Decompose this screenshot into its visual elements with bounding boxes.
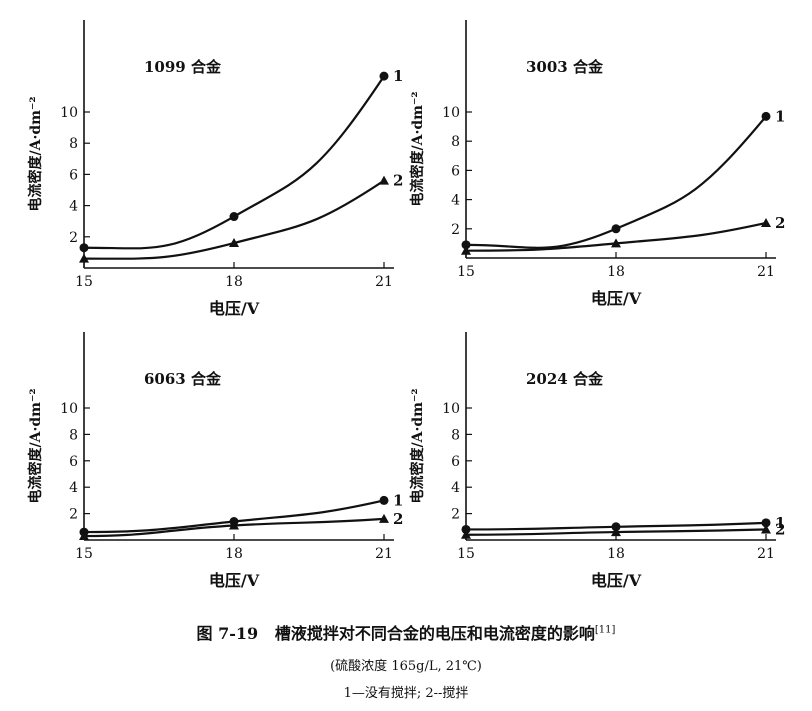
series-1-line — [83, 75, 385, 250]
series-1-point — [761, 111, 771, 121]
x-tick-label: 15 — [457, 546, 475, 562]
series-2-point — [379, 513, 389, 523]
figure-caption-title: 图 7-19 槽液搅拌对不同合金的电压和电流密度的影响[11] — [0, 620, 812, 644]
y-tick-label: 2 — [451, 507, 460, 523]
x-tick-label: 15 — [75, 546, 93, 562]
series-2-point — [761, 217, 771, 227]
y-tick-label: 2 — [69, 230, 78, 246]
series-2-label: 2 — [393, 510, 403, 528]
x-tick-label: 18 — [607, 264, 625, 280]
figure-reference: [11] — [594, 624, 616, 636]
y-tick-label: 2 — [451, 222, 460, 238]
y-axis-label: 电流密度/A·dm⁻² — [409, 92, 426, 207]
panel-title: 2024 合金 — [526, 370, 604, 388]
x-axis-label: 电压/V — [591, 571, 642, 590]
x-axis-label: 电压/V — [209, 299, 260, 318]
series-1-point — [461, 524, 471, 534]
x-tick-label: 15 — [75, 274, 93, 290]
series-2-point — [79, 531, 89, 541]
x-axis-label: 电压/V — [591, 289, 642, 308]
panel-title: 1099 合金 — [144, 58, 222, 76]
panel-title: 3003 合金 — [526, 58, 604, 76]
y-tick-label: 8 — [69, 136, 78, 152]
y-tick-label: 6 — [451, 163, 460, 179]
figure-title: 槽液搅拌对不同合金的电压和电流密度的影响 — [274, 624, 595, 643]
panel-title: 6063 合金 — [144, 370, 222, 388]
x-tick-label: 18 — [225, 546, 243, 562]
x-tick-label: 21 — [375, 546, 393, 562]
series-1-point — [611, 522, 621, 532]
x-tick-label: 21 — [375, 274, 393, 290]
y-tick-label: 10 — [60, 105, 78, 121]
chart-panel-3003: 2 4 6 8 10 15 18 21 电压/V 电流密度/A·dm⁻² 3003 合金 1 2 — [409, 20, 785, 308]
y-tick-label: 2 — [69, 507, 78, 523]
x-axis-label: 电压/V — [209, 571, 260, 590]
y-tick-label: 4 — [451, 193, 460, 209]
series-2-label: 2 — [775, 214, 785, 232]
y-tick-label: 4 — [69, 480, 78, 496]
series-1-label: 1 — [775, 107, 785, 125]
y-tick-label: 10 — [60, 401, 78, 417]
x-tick-label: 18 — [607, 546, 625, 562]
y-tick-label: 10 — [442, 105, 460, 121]
series-1-point — [379, 495, 389, 505]
y-tick-label: 4 — [69, 199, 78, 215]
y-tick-label: 6 — [69, 454, 78, 470]
series-2-label: 2 — [775, 520, 785, 538]
y-tick-label: 8 — [69, 427, 78, 443]
series-1-point — [461, 240, 471, 250]
series-2-point — [611, 527, 621, 537]
y-axis-label: 电流密度/A·dm⁻² — [27, 389, 44, 504]
series-2-point — [611, 238, 621, 248]
series-1-point — [79, 243, 89, 253]
series-2-label: 2 — [393, 172, 403, 190]
series-2-point — [79, 253, 89, 263]
series-2-point — [379, 175, 389, 185]
x-tick-label: 21 — [757, 546, 775, 562]
series-2-point — [461, 529, 471, 539]
series-1-point — [761, 518, 771, 528]
y-tick-label: 6 — [451, 454, 460, 470]
series-1-label: 1 — [393, 67, 403, 85]
figure-number: 图 7-19 — [196, 624, 259, 643]
chart-panel-1099: 2 4 6 8 10 15 18 21 电压/V 电流密度/A·dm⁻² 1099 合金 1 2 — [27, 20, 403, 318]
y-axis-label: 电流密度/A·dm⁻² — [409, 389, 426, 504]
y-axis-label: 电流密度/A·dm⁻² — [27, 97, 44, 212]
figure-caption-legend: 1—没有搅拌; 2--搅拌 — [343, 686, 469, 701]
y-tick-label: 4 — [451, 480, 460, 496]
x-tick-label: 21 — [757, 264, 775, 280]
figure-caption-condition: (硫酸浓度 165g/L, 21℃) — [330, 659, 482, 674]
series-1-label: 1 — [393, 491, 403, 509]
series-1-point — [229, 212, 239, 222]
y-tick-label: 8 — [451, 427, 460, 443]
series-2-point — [229, 238, 239, 248]
series-1-label: 1 — [775, 514, 785, 532]
series-2-point — [229, 520, 239, 530]
series-2-point — [461, 245, 471, 255]
series-2-point — [761, 524, 771, 534]
x-tick-label: 18 — [225, 274, 243, 290]
x-tick-label: 15 — [457, 264, 475, 280]
series-1-point — [611, 224, 621, 234]
series-1-point — [379, 71, 389, 81]
y-tick-label: 6 — [69, 167, 78, 183]
y-tick-label: 10 — [442, 401, 460, 417]
y-tick-label: 8 — [451, 134, 460, 150]
